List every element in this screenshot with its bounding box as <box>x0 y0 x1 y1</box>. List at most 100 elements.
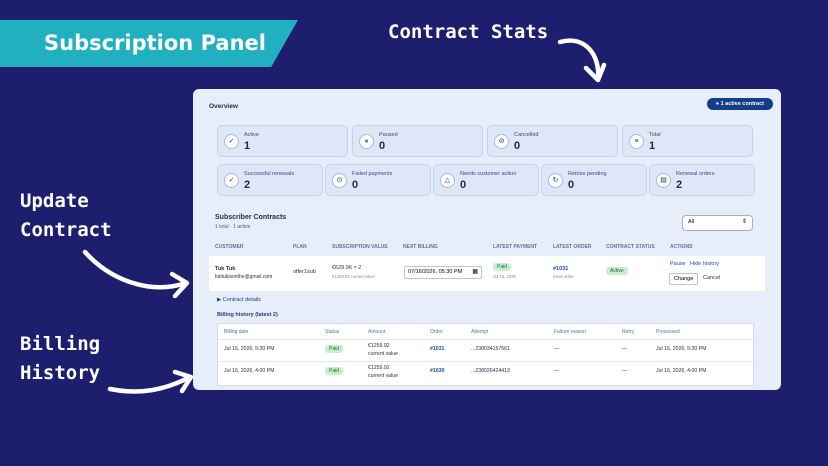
billing-date: Jul 16, 2026, 4:00 PM <box>224 368 275 374</box>
cancel-button[interactable]: Cancel <box>703 275 721 281</box>
stat-card: ⏸ Paused 0 <box>352 125 483 157</box>
active-badge: Active <box>606 267 628 275</box>
column-header: ACTIONS <box>670 244 693 250</box>
title-banner: Subscription Panel <box>0 20 298 67</box>
billing-row: Jul 16, 2026, 5:30 PM Paid €1259.92 current… <box>218 339 753 360</box>
stat-label: Renewal orders <box>676 171 715 177</box>
pause-link[interactable]: Pause <box>670 261 686 267</box>
contract-details-toggle[interactable]: ▶ Contract details <box>217 297 261 303</box>
stat-value: 0 <box>514 140 521 152</box>
failed-icon: ⊙ <box>332 173 347 188</box>
latest-order-note: Initial order <box>553 274 574 279</box>
billing-history-table: Billing date Status Amount Order Attempt… <box>217 323 754 386</box>
billing-attempt: ...238026424413 <box>471 368 510 374</box>
column-header: NEXT BILLING <box>403 244 438 250</box>
billing-status: Paid <box>325 367 344 375</box>
arrow-billing-history <box>107 374 193 394</box>
stat-label: Total <box>649 132 661 138</box>
column-header: SUBSCRIPTION VALUE <box>332 244 388 250</box>
stat-card: ⊘ Cancelled 0 <box>487 125 618 157</box>
callout-line: Update <box>20 190 89 212</box>
stat-card: ↻ Retries pending 0 <box>541 164 647 196</box>
billing-row: Jul 16, 2026, 4:00 PM Paid €1259.92 current… <box>218 361 753 382</box>
status-filter-select[interactable]: All ⇕ <box>682 215 753 231</box>
column-header: LATEST ORDER <box>553 244 592 250</box>
column-header: LATEST PAYMENT <box>493 244 538 250</box>
subscription-panel: Overview ● 1 active contract ✓ Active 1 ⏸ Pa… <box>193 89 781 390</box>
latest-order-link[interactable]: #1031 <box>553 266 569 272</box>
stat-card: △ Needs customer action 0 <box>433 164 539 196</box>
stat-label: Cancelled <box>514 132 539 138</box>
arrow-update-contract <box>82 249 189 290</box>
stat-card: ✓ Successful renewals 2 <box>217 164 323 196</box>
change-button[interactable]: Change <box>669 273 699 285</box>
subscription-value-note: €1259.92 current value <box>332 274 375 279</box>
stat-value: 0 <box>568 179 575 191</box>
banner-title: Subscription Panel <box>44 31 266 55</box>
check-icon: ✓ <box>224 173 239 188</box>
pause-icon: ⏸ <box>359 134 374 149</box>
contract-status: Active <box>606 267 628 275</box>
billing-history-title: Billing history (latest 2) <box>217 312 278 318</box>
next-billing-value: 07/16/2026, 05:30 PM <box>408 269 463 275</box>
warning-icon: △ <box>440 173 455 188</box>
paid-badge: Paid <box>325 367 344 375</box>
billing-column-header: Billing date <box>224 329 249 335</box>
column-header: PLAN <box>293 244 307 250</box>
status-filter-value: All <box>688 219 695 225</box>
order-icon: ▤ <box>656 173 671 188</box>
billing-column-header: Failure reason <box>554 329 586 335</box>
billing-amount-note: current value <box>368 351 398 357</box>
arrowhead-billing-history <box>172 369 194 394</box>
stat-card: ✓ Active 1 <box>217 125 348 157</box>
stat-value: 1 <box>244 140 251 152</box>
arrow-contract-stats <box>557 38 601 81</box>
paid-badge: Paid <box>325 345 344 353</box>
billing-retry: — <box>622 346 628 352</box>
next-billing-input[interactable]: 07/16/2026, 05:30 PM ▦ <box>404 266 482 279</box>
billing-status: Paid <box>325 345 344 353</box>
hide-history-link[interactable]: Hide history <box>690 261 720 267</box>
billing-amount: €1259.92 <box>368 365 390 371</box>
stat-label: Needs customer action <box>460 171 517 177</box>
callout-line: Contract <box>20 219 112 241</box>
stat-label: Failed payments <box>352 171 393 177</box>
calendar-icon: ▦ <box>472 269 478 275</box>
stat-label: Paused <box>379 132 398 138</box>
subscription-value: €629.96 × 2 <box>332 265 362 271</box>
cancel-icon: ⊘ <box>494 134 509 149</box>
list-icon: ≡ <box>629 134 644 149</box>
billing-column-header: Status <box>325 329 340 335</box>
paid-badge: Paid <box>493 263 512 271</box>
billing-column-header: Processed <box>656 329 680 335</box>
callout-update-contract: Update Contract <box>20 187 112 245</box>
billing-processed: Jul 16, 2026, 4:00 PM <box>656 368 707 374</box>
callout-line: Billing <box>20 333 101 355</box>
billing-date: Jul 16, 2026, 5:30 PM <box>224 346 275 352</box>
stat-label: Successful renewals <box>244 171 295 177</box>
column-header: CONTRACT STATUS <box>606 244 655 250</box>
arrowhead-update-contract <box>169 271 190 299</box>
billing-order[interactable]: #1030 <box>430 368 445 374</box>
customer-email: fuktukisonthe@gmail.com <box>215 274 273 280</box>
stat-value: 1 <box>649 140 656 152</box>
subscriber-contracts-title: Subscriber Contracts <box>215 214 287 221</box>
callout-line: History <box>20 362 101 384</box>
billing-column-header: Attempt <box>471 329 489 335</box>
latest-payment-status: Paid <box>493 263 512 271</box>
stat-value: 2 <box>244 179 251 191</box>
latest-payment-date: Jul 16, 2026 <box>493 274 516 279</box>
customer-name: Tuk Tuk <box>215 266 236 272</box>
retry-icon: ↻ <box>548 173 563 188</box>
column-header: CUSTOMER <box>215 244 244 250</box>
active-contract-badge: ● 1 active contract <box>706 98 773 110</box>
billing-order[interactable]: #1031 <box>430 346 445 352</box>
billing-failure: — <box>554 368 560 374</box>
billing-processed: Jul 16, 2026, 5:30 PM <box>656 346 707 352</box>
overview-header: Overview ● 1 active contract <box>201 96 773 118</box>
plan-name: offer1sub <box>293 269 316 275</box>
billing-retry: — <box>622 368 628 374</box>
stat-value: 2 <box>676 179 683 191</box>
billing-attempt: ...238034157661 <box>471 346 510 352</box>
stat-card: ≡ Total 1 <box>622 125 753 157</box>
